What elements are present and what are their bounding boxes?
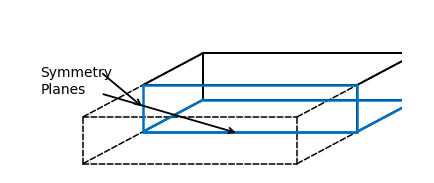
Text: Symmetry
Planes: Symmetry Planes	[40, 66, 112, 97]
